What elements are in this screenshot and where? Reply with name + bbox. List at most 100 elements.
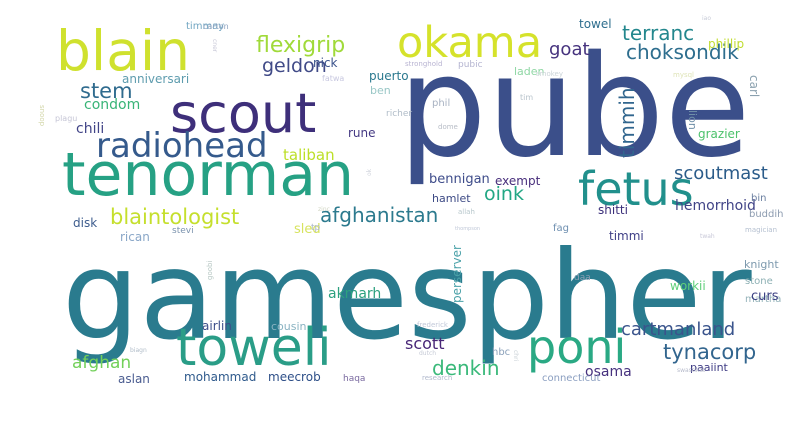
cloud-word-martha: martha <box>745 294 781 305</box>
cloud-word-twah: twah <box>700 233 715 240</box>
cloud-word-connecticut: connecticut <box>542 373 600 384</box>
cloud-word-thompson: thompson <box>455 226 480 232</box>
cloud-word-tim: tim <box>520 93 533 102</box>
cloud-word-denkin: denkin <box>432 356 500 380</box>
cloud-word-perserver: perserver <box>450 245 464 303</box>
cloud-word-sled: sled <box>294 222 321 237</box>
cloud-word-carl: carl <box>747 75 761 97</box>
cloud-word-nick: nick <box>313 56 338 70</box>
cloud-word-timmih: timmih <box>615 87 639 158</box>
cloud-word-haqa: haqa <box>343 374 365 384</box>
cloud-word-stronghold: stronghold <box>405 60 442 68</box>
cloud-word-terranc: terranc <box>622 21 694 45</box>
cloud-word-dome: dome <box>438 123 458 131</box>
cloud-word-curs: curs <box>751 289 779 304</box>
cloud-word-condom: condom <box>84 97 140 113</box>
cloud-word-fetus: fetus <box>578 162 694 216</box>
cloud-word-aslan: aslan <box>118 372 150 386</box>
cloud-word-bin: bin <box>751 193 766 204</box>
cloud-word-plagu: plagu <box>55 114 77 123</box>
cloud-word-chili: chili <box>76 121 104 137</box>
cloud-word-ben: ben <box>370 84 391 97</box>
cloud-word-radiohead: radiohead <box>96 126 268 166</box>
cloud-word-akmarh: akmarh <box>328 286 381 302</box>
cloud-word-buddih: buddih <box>749 209 784 220</box>
cloud-word-stem: stem <box>80 79 133 103</box>
cloud-word-mysql: mysql <box>673 71 694 79</box>
cloud-word-okama: okama <box>397 18 542 68</box>
cloud-word-mohammad: mohammad <box>184 370 256 384</box>
cloud-word-afghan: afghan <box>72 353 131 373</box>
cloud-word-laden: laden <box>514 65 545 78</box>
cloud-word-zinc: zinc <box>318 206 330 213</box>
cloud-word-gamespher: gamespher <box>62 225 752 367</box>
cloud-word-blain: blain <box>56 19 190 83</box>
cloud-word-swastikat: swastikat <box>677 367 706 374</box>
cloud-word-cousin: cousin <box>271 320 307 333</box>
cloud-word-tynacorp: tynacorp <box>663 340 756 364</box>
cloud-word-tp: tp <box>311 223 321 233</box>
cloud-word-paaiint: paaiint <box>690 361 729 374</box>
cloud-word-goobi: goobi <box>206 261 214 280</box>
cloud-word-osama: osama <box>585 364 632 380</box>
cloud-word-oink: oink <box>484 183 524 205</box>
cloud-word-richer: richer <box>386 109 412 119</box>
cloud-word-rune: rune <box>348 126 376 140</box>
cloud-word-poni: poni <box>527 320 626 374</box>
cloud-word-toweli: toweli <box>176 318 332 378</box>
cloud-word-smokey: smokey <box>536 70 563 78</box>
cloud-word-disk: disk <box>73 216 97 230</box>
cloud-word-grazier: grazier <box>698 127 740 141</box>
cloud-word-fatwa: fatwa <box>322 74 344 83</box>
cloud-word-scoutmast: scoutmast <box>674 163 768 184</box>
cloud-word-frederick: frederick <box>417 321 449 329</box>
cloud-word-blaintologist: blaintologist <box>110 205 239 229</box>
cloud-word-bennigan: bennigan <box>429 172 490 187</box>
cloud-word-biagn: biagn <box>130 347 147 354</box>
cloud-word-meecrob: meecrob <box>268 370 321 384</box>
cloud-word-dutch: dutch <box>419 350 436 357</box>
cloud-word-phillip: phillip <box>708 37 744 51</box>
cloud-word-timmi: timmi <box>609 229 644 243</box>
cloud-word-stevi: stevi <box>172 226 194 236</box>
cloud-word-cartmanland: cartmanland <box>621 319 735 340</box>
cloud-word-scott: scott <box>405 334 444 353</box>
cloud-word-anniversari: anniversari <box>122 72 189 86</box>
cloud-word-puerto: puerto <box>369 69 409 83</box>
cloud-word-phil: phil <box>432 98 450 109</box>
cloud-word-carton: carton <box>203 22 229 31</box>
cloud-word-towel: towel <box>579 17 612 31</box>
cloud-word-research: research <box>422 374 452 382</box>
cloud-word-geldon: geldon <box>262 55 327 77</box>
cloud-word-snoop: snoop <box>38 105 46 127</box>
cloud-word-workii: workii <box>670 279 706 293</box>
cloud-word-fag: fag <box>553 223 569 234</box>
cloud-word-pubic: pubic <box>458 60 483 70</box>
cloud-word-tenorman: tenorman <box>62 140 354 210</box>
cloud-word-magician: magician <box>745 226 777 234</box>
cloud-word-iao: iao <box>702 15 711 22</box>
cloud-word-choksondik: choksondik <box>626 40 739 64</box>
cloud-word-hbc: hbc <box>492 347 510 358</box>
cloud-word-taliban: taliban <box>283 146 335 164</box>
cloud-word-rican: rican <box>120 230 150 244</box>
cloud-word-hemorrhoid: hemorrhoid <box>675 198 756 214</box>
cloud-word-hamlet: hamlet <box>432 192 471 205</box>
cloud-word-lion: lion <box>686 110 699 130</box>
cloud-word-knight: knight <box>744 258 779 271</box>
cloud-word-stone: stone <box>745 276 773 287</box>
cloud-word-afghanistan: afghanistan <box>320 203 438 227</box>
cloud-word-scout: scout <box>170 82 316 145</box>
cloud-word-airlin: airlin <box>202 319 232 333</box>
cloud-word-cner: cner <box>211 39 218 53</box>
cloud-word-goat: goat <box>549 39 590 60</box>
cloud-word-allah: allah <box>458 208 475 216</box>
cloud-word-daa: daa <box>574 273 591 283</box>
cloud-word-pube: pube <box>398 26 751 189</box>
cloud-word-ok: ok <box>366 168 373 176</box>
cloud-word-flexigrip: flexigrip <box>256 33 345 58</box>
cloud-word-chri: chri <box>512 350 519 362</box>
cloud-word-shitti: shitti <box>598 203 628 217</box>
cloud-word-timmay: timmay <box>186 21 224 32</box>
